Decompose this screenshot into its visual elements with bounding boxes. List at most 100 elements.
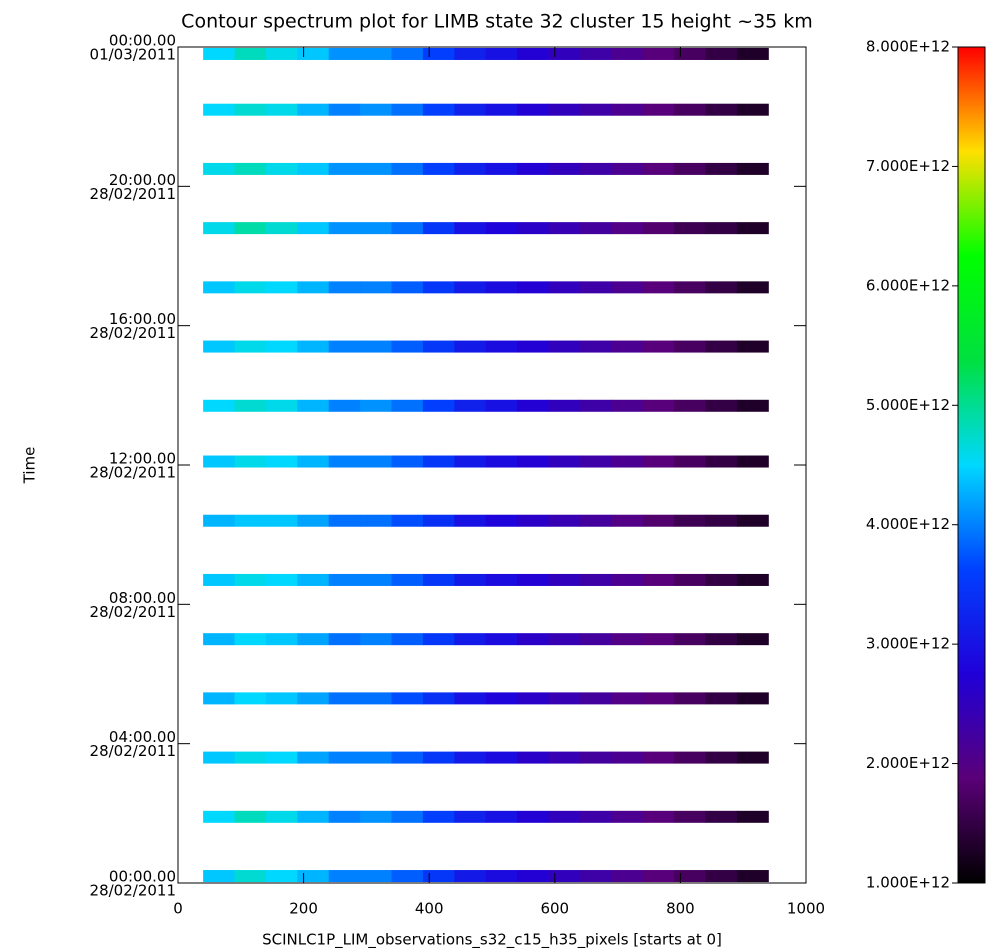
- heatmap-cell: [517, 222, 550, 235]
- heatmap-cell: [705, 281, 738, 294]
- heatmap-cell: [391, 47, 424, 60]
- heatmap-cell: [360, 340, 393, 353]
- heatmap-cell: [297, 514, 330, 527]
- heatmap-cell: [642, 281, 675, 294]
- heatmap-cell: [736, 399, 769, 412]
- heatmap-cell: [705, 399, 738, 412]
- heatmap-cell: [548, 103, 581, 116]
- heatmap-cell: [485, 455, 518, 468]
- heatmap-cell: [422, 47, 455, 60]
- heatmap-cell: [297, 870, 330, 883]
- colorbar-tick-label: 6.000E+12: [866, 276, 950, 294]
- heatmap-cell: [391, 281, 424, 294]
- heatmap-cell: [485, 103, 518, 116]
- heatmap-cell: [736, 281, 769, 294]
- heatmap-cell: [485, 633, 518, 646]
- heatmap-cell: [297, 633, 330, 646]
- heatmap-cell: [705, 162, 738, 175]
- heatmap-cell: [328, 222, 361, 235]
- heatmap-cell: [454, 162, 487, 175]
- heatmap-cell: [611, 47, 644, 60]
- heatmap-cell: [642, 870, 675, 883]
- heatmap-cell: [642, 514, 675, 527]
- heatmap-cell: [642, 222, 675, 235]
- heatmap-cell: [265, 281, 298, 294]
- heatmap-cell: [265, 399, 298, 412]
- heatmap-cell: [454, 751, 487, 764]
- heatmap-cell: [611, 810, 644, 823]
- heatmap-cell: [642, 455, 675, 468]
- heatmap-cell: [579, 633, 612, 646]
- heatmap-cell: [234, 573, 267, 586]
- heatmap-cell: [203, 47, 236, 60]
- heatmap-cell: [485, 514, 518, 527]
- heatmap-cell: [234, 281, 267, 294]
- heatmap-cell: [203, 514, 236, 527]
- heatmap-cell: [642, 399, 675, 412]
- heatmap-cell: [328, 47, 361, 60]
- heatmap-cell: [422, 222, 455, 235]
- heatmap-cell: [265, 340, 298, 353]
- heatmap-cell: [422, 340, 455, 353]
- heatmap-cell: [579, 514, 612, 527]
- heatmap-cell: [297, 222, 330, 235]
- heatmap-cell: [611, 870, 644, 883]
- heatmap-cell: [674, 47, 707, 60]
- heatmap-cell: [705, 751, 738, 764]
- colorbar-tick-label: 2.000E+12: [866, 754, 950, 772]
- heatmap-cell: [360, 103, 393, 116]
- colorbar-tick-label: 3.000E+12: [866, 635, 950, 653]
- heatmap-cell: [611, 281, 644, 294]
- heatmap-cell: [548, 870, 581, 883]
- heatmap-cell: [642, 103, 675, 116]
- heatmap-cell: [736, 751, 769, 764]
- heatmap-cell: [579, 47, 612, 60]
- heatmap-cell: [548, 47, 581, 60]
- heatmap-cell: [579, 573, 612, 586]
- heatmap-cell: [485, 870, 518, 883]
- y-tick-label: 00:00.00: [109, 868, 176, 886]
- x-tick-label: 1000: [787, 900, 825, 918]
- heatmap-cell: [674, 222, 707, 235]
- heatmap-cell: [485, 399, 518, 412]
- heatmap-cell: [360, 514, 393, 527]
- heatmap-cell: [485, 162, 518, 175]
- heatmap-cell: [454, 573, 487, 586]
- heatmap-cell: [265, 103, 298, 116]
- heatmap-cell: [265, 455, 298, 468]
- heatmap-cell: [297, 399, 330, 412]
- x-tick-label: 800: [666, 900, 695, 918]
- heatmap-cell: [674, 870, 707, 883]
- heatmap-cell: [642, 162, 675, 175]
- heatmap-cell: [203, 633, 236, 646]
- heatmap-cell: [674, 810, 707, 823]
- colorbar-tick-label: 7.000E+12: [866, 157, 950, 175]
- heatmap-cell: [674, 751, 707, 764]
- y-tick-date: 28/02/2011: [90, 185, 176, 203]
- heatmap-cell: [705, 455, 738, 468]
- heatmap-cell: [234, 455, 267, 468]
- heatmap-cell: [234, 751, 267, 764]
- heatmap-cell: [736, 340, 769, 353]
- heatmap-cell: [642, 692, 675, 705]
- heatmap-cell: [674, 692, 707, 705]
- heatmap-cell: [611, 514, 644, 527]
- heatmap-cell: [517, 340, 550, 353]
- heatmap-cell: [234, 870, 267, 883]
- heatmap-cell: [234, 222, 267, 235]
- heatmap-cell: [674, 340, 707, 353]
- heatmap-cell: [705, 47, 738, 60]
- heatmap-cell: [705, 514, 738, 527]
- heatmap-cell: [391, 222, 424, 235]
- heatmap-cell: [422, 399, 455, 412]
- heatmap-cell: [548, 162, 581, 175]
- heatmap-cell: [265, 573, 298, 586]
- heatmap-cell: [548, 514, 581, 527]
- heatmap-cell: [642, 633, 675, 646]
- y-tick-date: 01/03/2011: [90, 46, 176, 64]
- heatmap-cell: [203, 692, 236, 705]
- heatmap-cell: [391, 573, 424, 586]
- heatmap-cell: [579, 692, 612, 705]
- heatmap-cell: [422, 573, 455, 586]
- heatmap-cell: [548, 810, 581, 823]
